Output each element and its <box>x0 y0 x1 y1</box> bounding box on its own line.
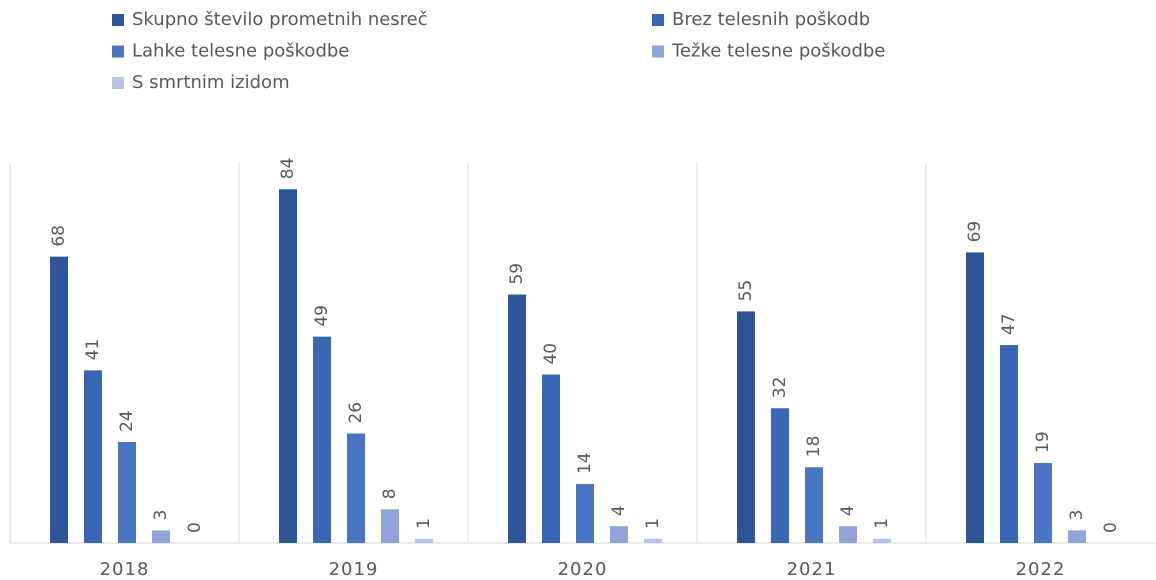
bar <box>279 189 297 543</box>
bar <box>313 336 331 543</box>
x-tick-label: 2020 <box>558 559 608 580</box>
data-label: 1 <box>643 518 663 529</box>
bar <box>576 484 594 543</box>
bar <box>50 256 68 543</box>
legend-label: Skupno število prometnih nesreč <box>132 9 428 30</box>
x-tick-label: 2019 <box>329 559 379 580</box>
data-label: 26 <box>346 402 366 424</box>
data-label: 32 <box>770 377 790 399</box>
legend-label: Težke telesne poškodbe <box>671 41 885 62</box>
data-label: 55 <box>736 280 756 302</box>
data-label: 3 <box>151 510 171 521</box>
bar <box>118 441 136 543</box>
data-label: 49 <box>312 305 332 327</box>
data-label: 0 <box>185 522 205 533</box>
bar <box>1068 530 1086 543</box>
bar <box>347 433 365 543</box>
legend-swatch <box>112 77 124 89</box>
bar <box>966 252 984 543</box>
bar <box>381 509 399 543</box>
bar <box>873 538 891 543</box>
legend-swatch <box>112 14 124 26</box>
legend-swatch <box>652 45 664 58</box>
data-label: 41 <box>83 339 103 361</box>
legend-swatch <box>112 45 124 58</box>
data-label: 0 <box>1101 522 1121 533</box>
bar <box>152 530 170 543</box>
x-tick-label: 2021 <box>787 559 837 580</box>
data-label: 18 <box>804 436 824 458</box>
bar <box>1000 345 1018 543</box>
legend-label: Lahke telesne poškodbe <box>132 41 349 62</box>
legend-swatch <box>652 14 664 26</box>
data-label: 47 <box>999 313 1019 335</box>
bar <box>839 526 857 543</box>
bar <box>542 374 560 543</box>
bar <box>737 311 755 543</box>
x-tick-label: 2018 <box>100 559 150 580</box>
legend-label: S smrtnim izidom <box>132 72 290 93</box>
bar <box>644 538 662 543</box>
data-label: 8 <box>380 488 400 499</box>
data-label: 4 <box>609 505 629 516</box>
data-label: 3 <box>1067 510 1087 521</box>
bar <box>508 294 526 543</box>
data-label: 59 <box>507 263 527 285</box>
data-label: 84 <box>278 158 298 180</box>
data-label: 4 <box>838 505 858 516</box>
data-label: 14 <box>575 452 595 474</box>
bar <box>805 467 823 543</box>
bar <box>771 408 789 543</box>
data-label: 19 <box>1033 431 1053 453</box>
bar <box>610 526 628 543</box>
x-tick-label: 2022 <box>1016 559 1066 580</box>
data-label: 24 <box>117 410 137 432</box>
bar <box>415 538 433 543</box>
data-label: 69 <box>965 221 985 243</box>
legend-label: Brez telesnih poškodb <box>672 9 870 30</box>
data-label: 68 <box>49 225 69 247</box>
bar <box>84 370 102 543</box>
bar <box>1034 462 1052 543</box>
data-label: 40 <box>541 343 561 365</box>
data-label: 1 <box>414 518 434 529</box>
data-label: 1 <box>872 518 892 529</box>
